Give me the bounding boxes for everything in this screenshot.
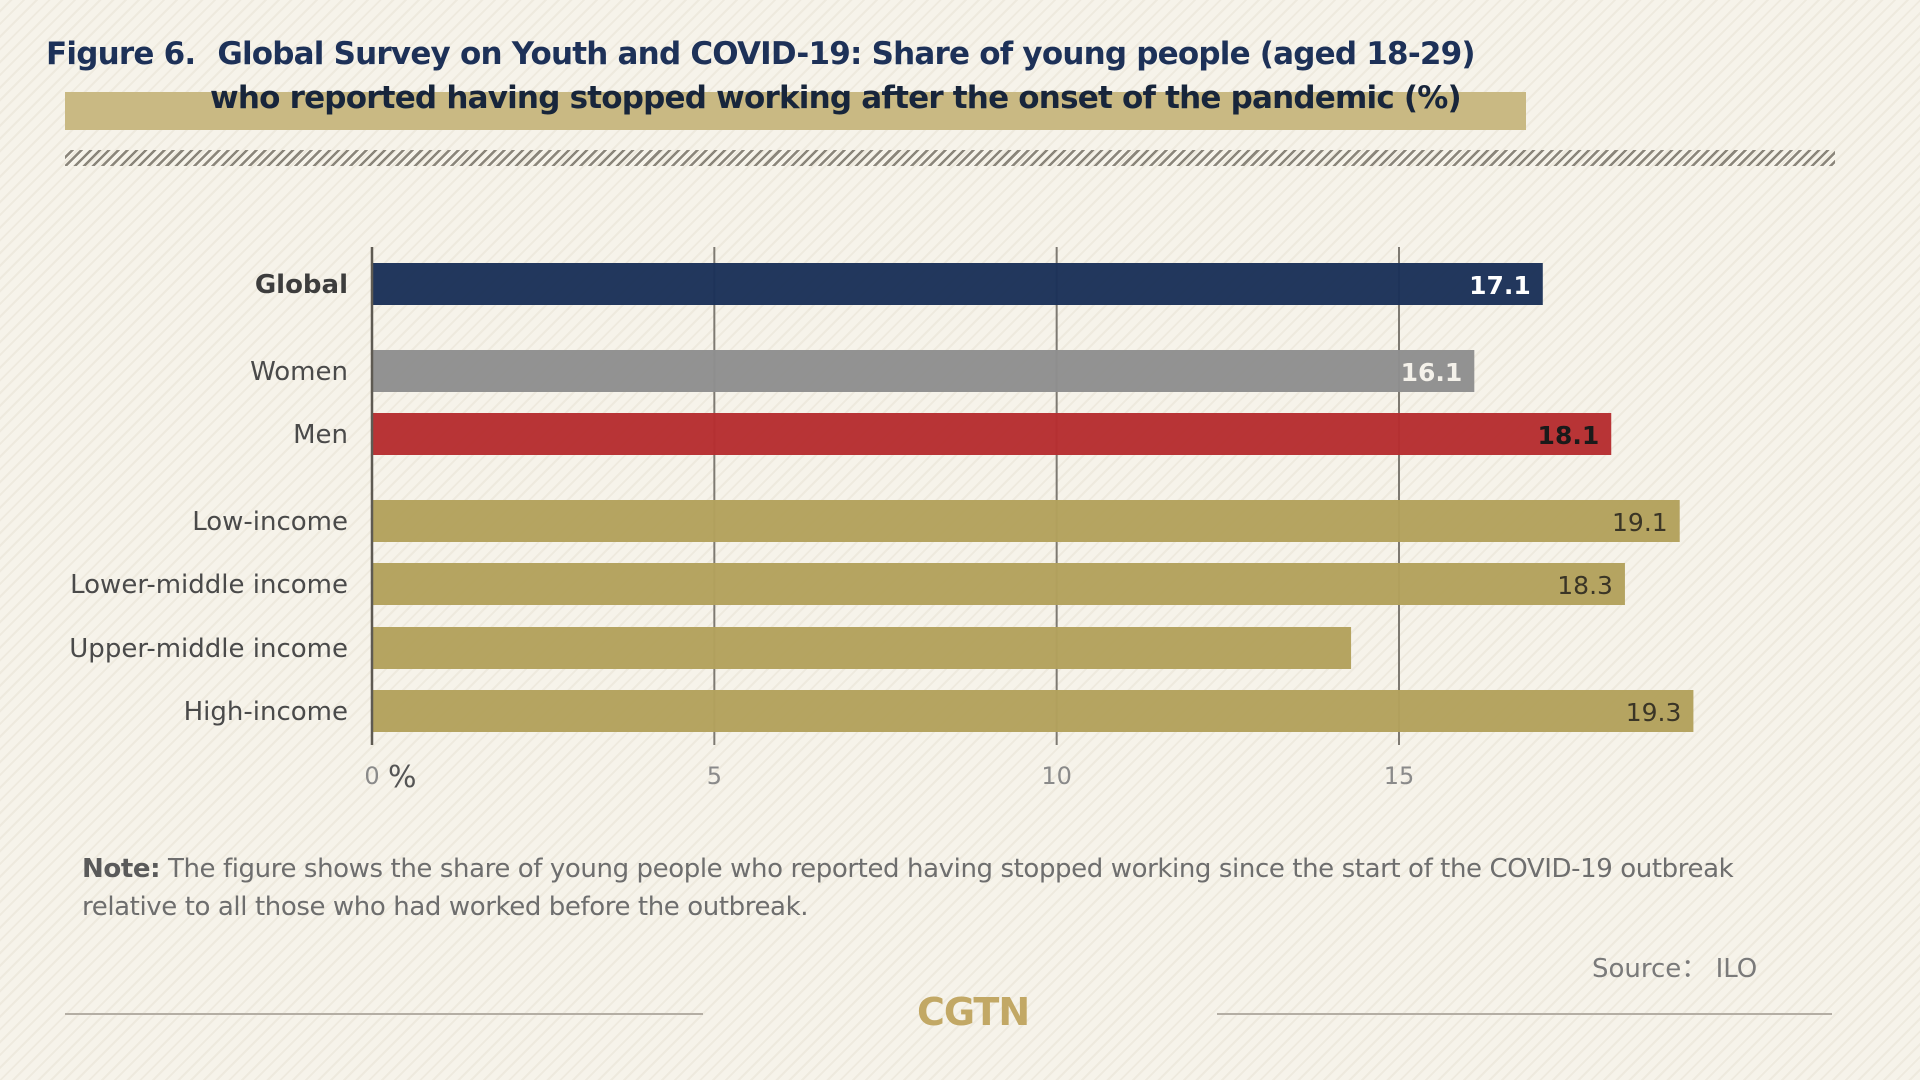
value-label: 16.1 <box>1401 358 1463 387</box>
value-label: 19.3 <box>1626 698 1682 727</box>
note: Note: The figure shows the share of youn… <box>82 850 1822 926</box>
value-label: 19.1 <box>1612 508 1668 537</box>
note-text: The figure shows the share of young peop… <box>82 854 1734 922</box>
x-tick-label: 5 <box>707 762 722 790</box>
category-label: Global <box>255 270 348 300</box>
category-label: Upper-middle income <box>69 634 348 664</box>
note-label: Note: <box>82 854 161 884</box>
figure-label: Figure 6. <box>46 36 196 72</box>
bar-lower-middle-income <box>372 563 1625 605</box>
category-label: Women <box>250 357 348 387</box>
title-highlight-band <box>65 92 1526 130</box>
bar-upper-middle-income <box>372 627 1352 669</box>
source-label: Source： ILO <box>1592 954 1758 984</box>
category-label: High-income <box>184 697 348 727</box>
bar-men <box>372 413 1612 455</box>
title-text-line1: Global Survey on Youth and COVID-19: Sha… <box>217 36 1475 72</box>
footer-rule-left <box>65 1013 703 1015</box>
x-tick-label: 15 <box>1384 762 1415 790</box>
hatched-divider <box>65 150 1835 166</box>
category-label: Lower-middle income <box>70 570 348 600</box>
bar-low-income <box>372 500 1680 542</box>
chart-title-line2: who reported having stopped working afte… <box>210 80 1462 116</box>
x-tick-label: 10 <box>1041 762 1072 790</box>
category-label: Men <box>293 420 348 450</box>
footer-rule-right <box>1217 1013 1832 1015</box>
category-label: Low-income <box>192 507 348 537</box>
x-unit-label: % <box>388 760 417 795</box>
value-label: 18.3 <box>1557 571 1613 600</box>
value-label: 18.1 <box>1538 421 1600 450</box>
cgtn-logo: CGTN <box>917 990 1030 1034</box>
bar-global <box>372 263 1543 305</box>
value-label: 17.1 <box>1469 271 1531 300</box>
bar-high-income <box>372 690 1694 732</box>
bar-women <box>372 350 1475 392</box>
chart-title-line1: Figure 6. Global Survey on Youth and COVI… <box>46 36 1476 72</box>
x-tick-label: 0 <box>364 762 379 790</box>
